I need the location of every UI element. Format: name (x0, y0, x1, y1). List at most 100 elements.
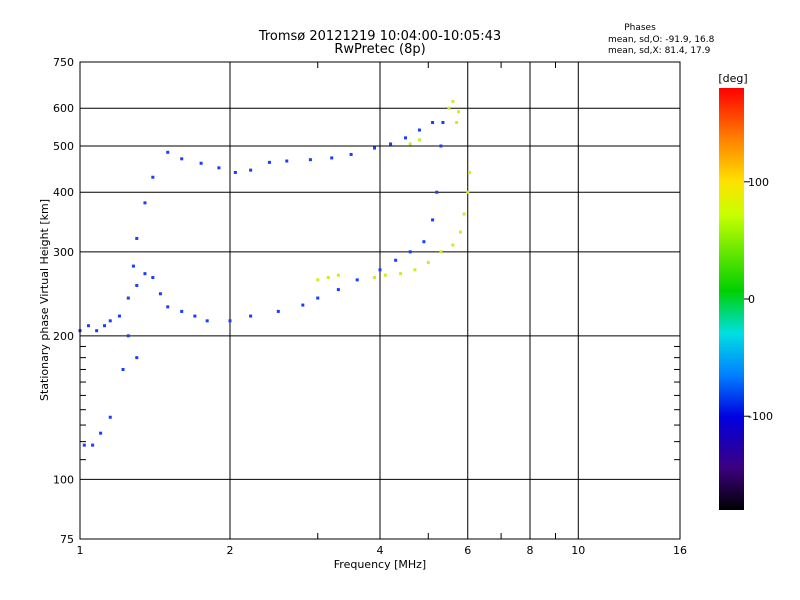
data-point (166, 305, 170, 309)
data-point (316, 296, 320, 300)
data-point (399, 272, 403, 276)
data-point (439, 250, 443, 254)
data-point (336, 288, 340, 292)
data-point (143, 201, 147, 205)
data-point (403, 136, 407, 140)
data-point (466, 190, 470, 194)
x-tick-label: 8 (527, 544, 534, 557)
x-tick-label: 6 (464, 544, 471, 557)
data-point (249, 314, 253, 318)
y-axis-title: Stationary phase Virtual Height [km] (38, 199, 51, 401)
data-point (389, 142, 393, 146)
data-point (330, 156, 334, 160)
chart-title: Tromsø 20121219 10:04:00-10:05:43 (258, 29, 501, 44)
colorbar-tick-label: -100 (748, 410, 773, 423)
data-point (86, 324, 90, 328)
colorbar (719, 88, 744, 510)
data-point (394, 258, 398, 262)
data-point (131, 264, 135, 268)
data-point (166, 150, 170, 154)
data-point (408, 250, 412, 254)
data-point (373, 276, 377, 280)
data-point (383, 273, 387, 277)
data-point (285, 159, 289, 163)
data-point (135, 283, 139, 287)
data-point (326, 276, 330, 280)
data-point (457, 110, 461, 114)
data-point (193, 314, 197, 318)
axis-ticks: 1 2 4 6 8 10 16 75 100 200 300 400 500 600 750 (53, 56, 687, 557)
data-point (431, 121, 435, 125)
x-tick-label: 4 (377, 544, 384, 557)
data-point (451, 99, 455, 103)
data-point (126, 296, 130, 300)
data-point (426, 260, 430, 264)
data-point (462, 212, 466, 216)
y-tick-label: 750 (53, 56, 74, 69)
stats-o-line: mean, sd,O: -91.9, 16.8 (608, 35, 715, 45)
data-point (308, 158, 312, 162)
data-point (180, 157, 184, 161)
data-point (199, 161, 203, 165)
data-point (373, 146, 377, 150)
data-point (458, 230, 462, 234)
data-point (151, 175, 155, 179)
y-tick-label: 100 (53, 473, 74, 486)
data-point (108, 415, 112, 419)
data-point (233, 170, 237, 174)
data-point (267, 160, 271, 164)
data-point (95, 329, 99, 333)
x-tick-label: 2 (227, 544, 234, 557)
stats-title: Phases (624, 23, 656, 33)
data-point (91, 443, 95, 447)
data-point (408, 142, 412, 146)
data-point (439, 144, 443, 148)
data-point (417, 128, 421, 132)
data-point (108, 319, 112, 323)
y-tick-label: 75 (60, 533, 74, 546)
data-point (103, 324, 107, 328)
data-point (447, 106, 451, 110)
y-tick-label: 400 (53, 186, 74, 199)
data-point (135, 356, 139, 360)
data-point (135, 236, 139, 240)
data-point (435, 190, 439, 194)
data-point (441, 121, 445, 125)
data-point (121, 367, 125, 371)
data-point (301, 303, 305, 307)
data-point (413, 268, 417, 272)
x-tick-label: 10 (571, 544, 585, 557)
data-point (82, 443, 86, 447)
colorbar-ticks: 100 0 -100 (744, 176, 773, 423)
y-tick-label: 500 (53, 140, 74, 153)
data-point (336, 273, 340, 277)
data-point (349, 152, 353, 156)
data-point (249, 168, 253, 172)
data-point (468, 170, 472, 174)
data-point (422, 240, 426, 244)
data-point (143, 272, 147, 276)
y-tick-label: 600 (53, 102, 74, 115)
data-point (378, 268, 382, 272)
data-point (431, 218, 435, 222)
data-point (451, 243, 455, 247)
data-point (158, 292, 162, 296)
data-point (355, 278, 359, 282)
grid-lines (79, 61, 681, 540)
data-point (417, 138, 421, 142)
x-axis-title: Frequency [MHz] (334, 558, 426, 571)
chart-subtitle: RwPretec (8p) (334, 42, 425, 57)
data-point (151, 276, 155, 280)
data-point (455, 121, 459, 125)
stats-x-line: mean, sd,X: 81.4, 17.9 (608, 46, 711, 56)
data-point (276, 309, 280, 313)
data-points (78, 99, 472, 447)
colorbar-label: [deg] (718, 72, 747, 85)
plot-frame (79, 61, 681, 540)
colorbar-tick-label: 0 (748, 293, 755, 306)
data-point (228, 319, 232, 323)
data-point (99, 431, 103, 435)
y-tick-label: 200 (53, 330, 74, 343)
y-tick-label: 300 (53, 246, 74, 259)
